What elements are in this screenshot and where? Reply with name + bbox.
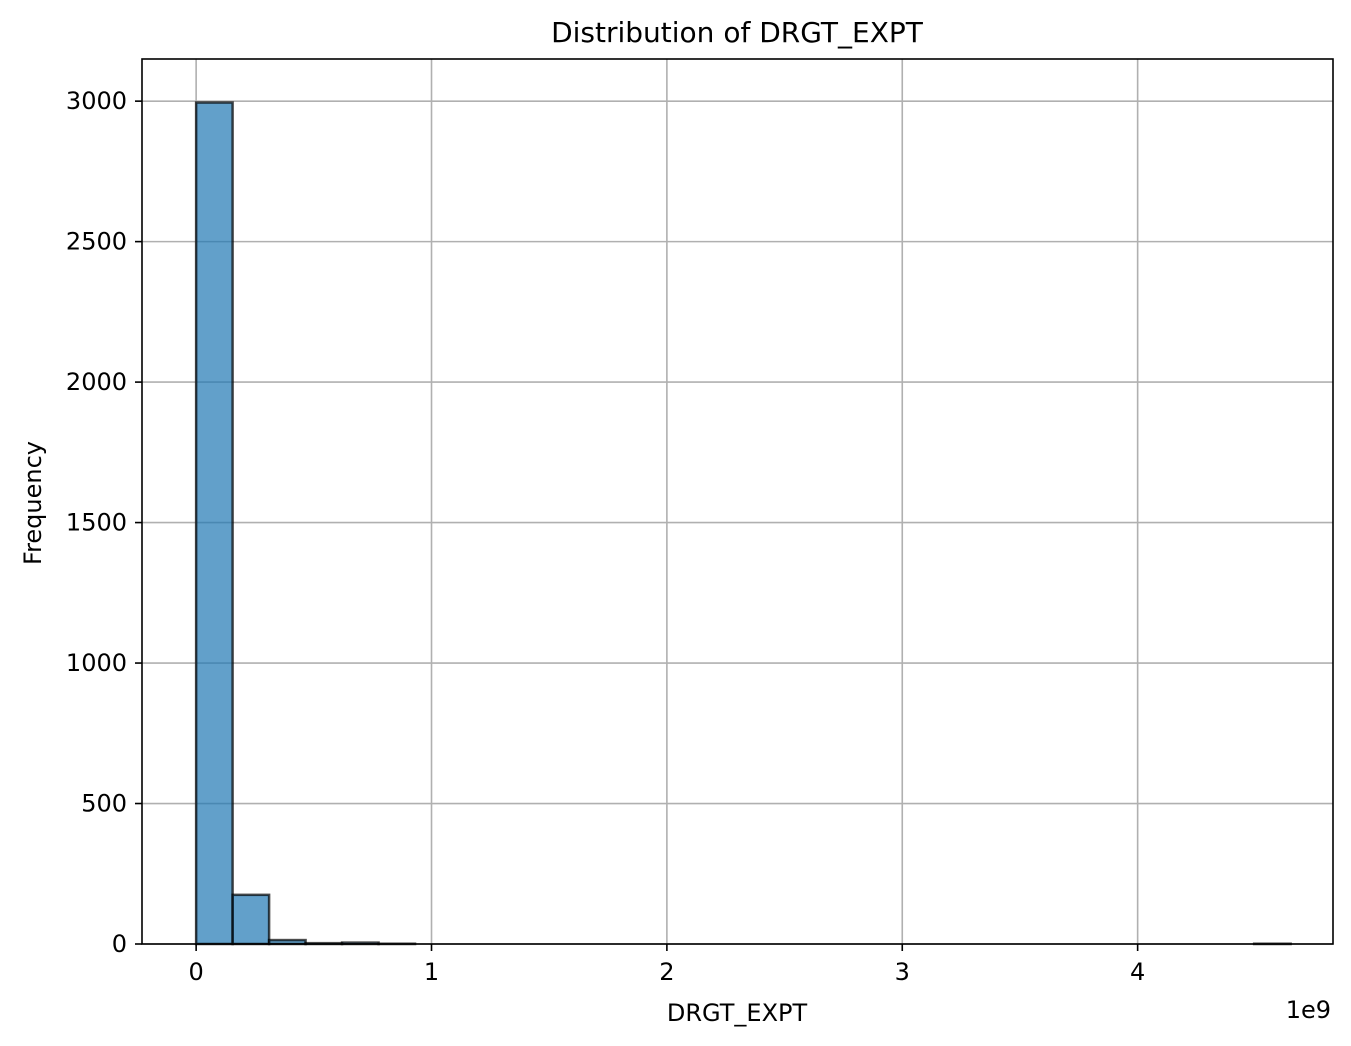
y-tick-label: 500 [81, 790, 127, 818]
y-axis-label: Frequency [19, 441, 47, 565]
histogram-bar [194, 101, 234, 946]
y-tick-label: 2500 [66, 228, 127, 256]
y-axis-ticks: 0 500 1000 1500 2000 2500 3000 [66, 87, 142, 958]
x-tick-label: 4 [1130, 958, 1145, 986]
chart-title: Distribution of DRGT_EXPT [551, 16, 924, 49]
y-tick-label: 2000 [66, 368, 127, 396]
grid [142, 59, 1333, 945]
x-axis-label: DRGT_EXPT [667, 999, 808, 1027]
x-tick-label: 2 [659, 958, 674, 986]
plot-frame [141, 58, 1334, 945]
y-tick-label: 1500 [66, 509, 127, 537]
x-tick-label: 1 [424, 958, 439, 986]
x-axis-offset-label: 1e9 [1286, 996, 1331, 1024]
x-axis-ticks: 0 1 2 3 4 [188, 944, 1145, 986]
y-tick-label: 3000 [66, 87, 127, 115]
x-tick-label: 3 [895, 958, 910, 986]
histogram-bar [231, 893, 271, 946]
y-tick-label: 0 [112, 930, 127, 958]
x-tick-label: 0 [188, 958, 203, 986]
y-tick-label: 1000 [66, 649, 127, 677]
